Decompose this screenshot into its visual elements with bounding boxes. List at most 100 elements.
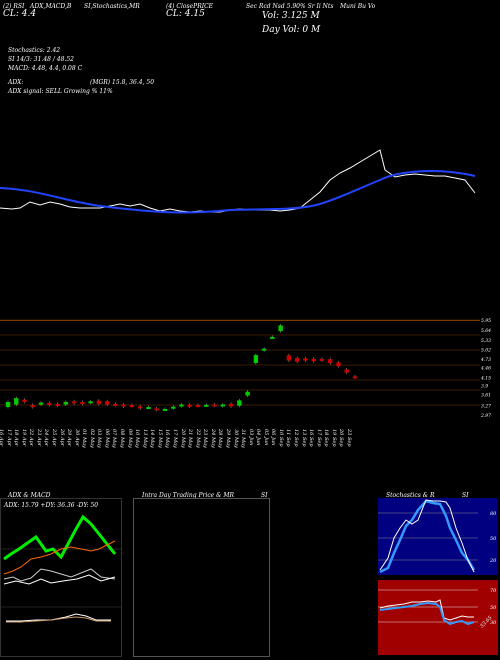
macd-text: MACD: 4.48, 4.4, 0.08 C — [8, 65, 83, 72]
candle — [5, 401, 11, 408]
date-label: 12 Sep — [293, 429, 300, 447]
candle — [96, 400, 102, 404]
date-label: 25 Apr — [50, 429, 57, 447]
grid-line-top — [0, 320, 480, 321]
stoch-level-50: 50 — [490, 536, 497, 542]
candle — [286, 355, 292, 361]
candle — [129, 405, 135, 408]
candle — [179, 404, 184, 407]
price-axis-label: 4.15 — [480, 375, 491, 381]
date-label: 16 Sep — [308, 429, 315, 447]
candle — [328, 359, 333, 364]
candle — [261, 348, 267, 351]
header-vol: Vol: 3.125 M — [262, 11, 320, 21]
date-label: 24 May — [209, 429, 216, 448]
candle — [162, 408, 168, 411]
price-axis-label: 5.64 — [481, 328, 491, 334]
date-label: 30 Apr — [73, 429, 80, 447]
date-label: 18 Apr — [13, 429, 20, 447]
price-axis-label: 5.33 — [481, 338, 491, 344]
intra-si: SI — [261, 492, 268, 499]
candle — [270, 336, 275, 339]
candle — [237, 400, 242, 406]
rsi-panel: 70 50 30 33.65 — [378, 580, 498, 655]
adx-signal: ADX signal: SELL Growing % 11% — [8, 88, 113, 95]
date-label: 08 May — [119, 429, 126, 448]
price-axis-label: 5.02 — [481, 348, 491, 354]
date-label: 23 May — [202, 429, 209, 448]
date-label: 17 Sep — [315, 429, 322, 447]
header-col1: ADX,MACD,B — [30, 3, 72, 10]
candle — [88, 401, 93, 404]
stoch-si: SI — [462, 492, 469, 499]
date-label: 22 May — [194, 429, 201, 448]
stoch-level-80: 80 — [490, 511, 497, 517]
adx-line — [3, 568, 116, 582]
minus-dy-line — [3, 540, 116, 575]
candle — [336, 362, 341, 367]
adx-line-2 — [3, 574, 116, 585]
date-label: 24 Apr — [43, 429, 50, 447]
candle — [278, 325, 283, 332]
date-label: 04 Jun — [255, 429, 262, 446]
ma-chart — [0, 149, 476, 214]
date-label: 29 Apr — [66, 429, 73, 447]
candle — [228, 403, 234, 407]
stoch-title: Stochastics & R — [386, 492, 435, 499]
candle — [22, 399, 27, 402]
date-label: 31 May — [240, 429, 247, 448]
rsi-level-70: 70 — [490, 588, 497, 594]
header-col3: (4) ClosePRICE — [166, 3, 214, 10]
candle — [245, 391, 250, 396]
adx-text: (MGR) 15.8, 36.4, 50 — [90, 79, 155, 86]
adx-label: ADX: — [8, 79, 24, 86]
date-label: 23 Apr — [35, 429, 42, 447]
candle — [212, 404, 217, 407]
si-text: SI 14/3: 31.48 / 48.52 — [8, 56, 74, 63]
date-label: 14 May — [149, 429, 156, 448]
candle — [294, 357, 300, 362]
date-label: 17 May — [172, 429, 178, 448]
date-label: 20 Sep — [338, 429, 345, 447]
candle — [113, 403, 118, 406]
price-axis-label: 3.61 — [481, 393, 491, 399]
header-col2: SI,Stochastics,MR — [84, 3, 140, 10]
macd-signal — [6, 616, 111, 623]
candle — [195, 405, 201, 408]
adx-panel-title: ADX & MACD — [8, 492, 51, 499]
date-label: 10 May — [134, 429, 141, 448]
candle — [137, 406, 143, 409]
header-cl-left: CL: 4.4 — [3, 9, 37, 19]
stoch-panel: 80 50 20 — [378, 498, 498, 575]
date-label: 10 Sep — [277, 429, 284, 447]
date-label: 15 May — [156, 429, 163, 448]
candle — [104, 401, 110, 405]
date-label: 19 Sep — [330, 429, 337, 447]
stoch-d-line — [379, 499, 475, 573]
candle — [121, 404, 126, 407]
candle — [187, 404, 192, 407]
intra-panel — [133, 498, 270, 657]
ema-line — [0, 170, 476, 214]
date-label: 02 May — [88, 429, 95, 448]
adx-svg — [1, 514, 121, 623]
candle — [80, 401, 85, 404]
date-label: 18 Sep — [323, 429, 330, 447]
date-label: 22 Apr — [28, 429, 35, 447]
date-label: 06 Jun — [270, 429, 277, 446]
price-axis-label: 3.27 — [481, 403, 491, 409]
date-label: 17 Apr — [5, 429, 12, 447]
date-label: 11 Sep — [285, 429, 292, 447]
date-label: 16 Apr — [0, 429, 4, 447]
price-axis-label: 2.97 — [480, 413, 491, 419]
date-label: 23 Sep — [346, 429, 352, 447]
rsi-svg: 70 50 30 33.65 — [378, 588, 497, 629]
date-label: 19 Apr — [20, 429, 27, 447]
candle — [154, 408, 159, 411]
candle — [220, 404, 226, 407]
header-close: CL: 4.15 — [166, 9, 205, 19]
candle — [71, 401, 77, 404]
date-label: 03 Jun — [247, 429, 254, 446]
candle — [55, 403, 60, 406]
date-label: 05 Jun — [262, 429, 269, 446]
